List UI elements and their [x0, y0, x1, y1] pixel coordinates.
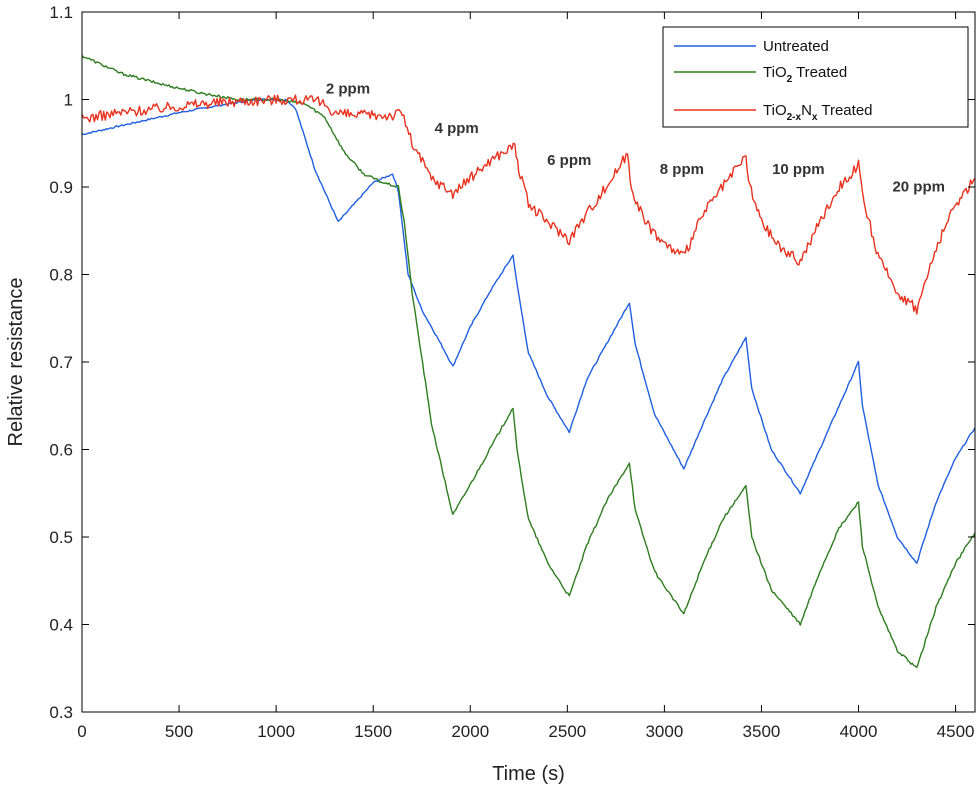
x-tick-label: 3500 — [743, 722, 781, 741]
y-tick-label: 1 — [64, 91, 73, 110]
x-tick-label: 2500 — [548, 722, 586, 741]
y-tick-label: 0.7 — [49, 353, 73, 372]
series-lines — [82, 54, 975, 669]
legend-label: TiO2-xNx Treated — [763, 102, 873, 123]
annotation-label: 2 ppm — [326, 80, 370, 97]
y-tick-label: 1.1 — [49, 3, 73, 22]
series-line-tio2-xnx-treated — [82, 94, 975, 315]
annotation-label: 8 ppm — [660, 161, 704, 178]
annotation-label: 10 ppm — [772, 161, 825, 178]
annotation-label: 20 ppm — [892, 178, 945, 195]
y-tick-label: 0.9 — [49, 178, 73, 197]
x-tick-label: 500 — [165, 722, 193, 741]
x-tick-label: 0 — [77, 722, 86, 741]
x-tick-label: 4000 — [840, 722, 878, 741]
legend-label: TiO2 Treated — [763, 64, 847, 85]
x-axis-title: Time (s) — [492, 763, 565, 785]
x-tick-label: 1000 — [257, 722, 295, 741]
y-tick-label: 0.5 — [49, 528, 73, 547]
annotation-label: 6 ppm — [547, 152, 591, 169]
legend-label: Untreated — [763, 38, 829, 55]
x-tick-label: 4500 — [937, 722, 975, 741]
y-tick-label: 0.8 — [49, 266, 73, 285]
legend: Untreated TiO2 Treated TiO2-xNx Treated — [662, 26, 969, 128]
x-tick-label: 2000 — [451, 722, 489, 741]
y-tick-label: 0.6 — [49, 441, 73, 460]
y-axis-title: Relative resistance — [5, 278, 27, 447]
x-tick-label: 3000 — [645, 722, 683, 741]
series-line-tio2-treated — [82, 54, 975, 669]
annotation-label: 4 ppm — [435, 120, 479, 137]
series-line-untreated — [82, 98, 975, 564]
x-tick-label: 1500 — [354, 722, 392, 741]
y-tick-label: 0.3 — [49, 703, 73, 722]
y-tick-label: 0.4 — [49, 616, 73, 635]
